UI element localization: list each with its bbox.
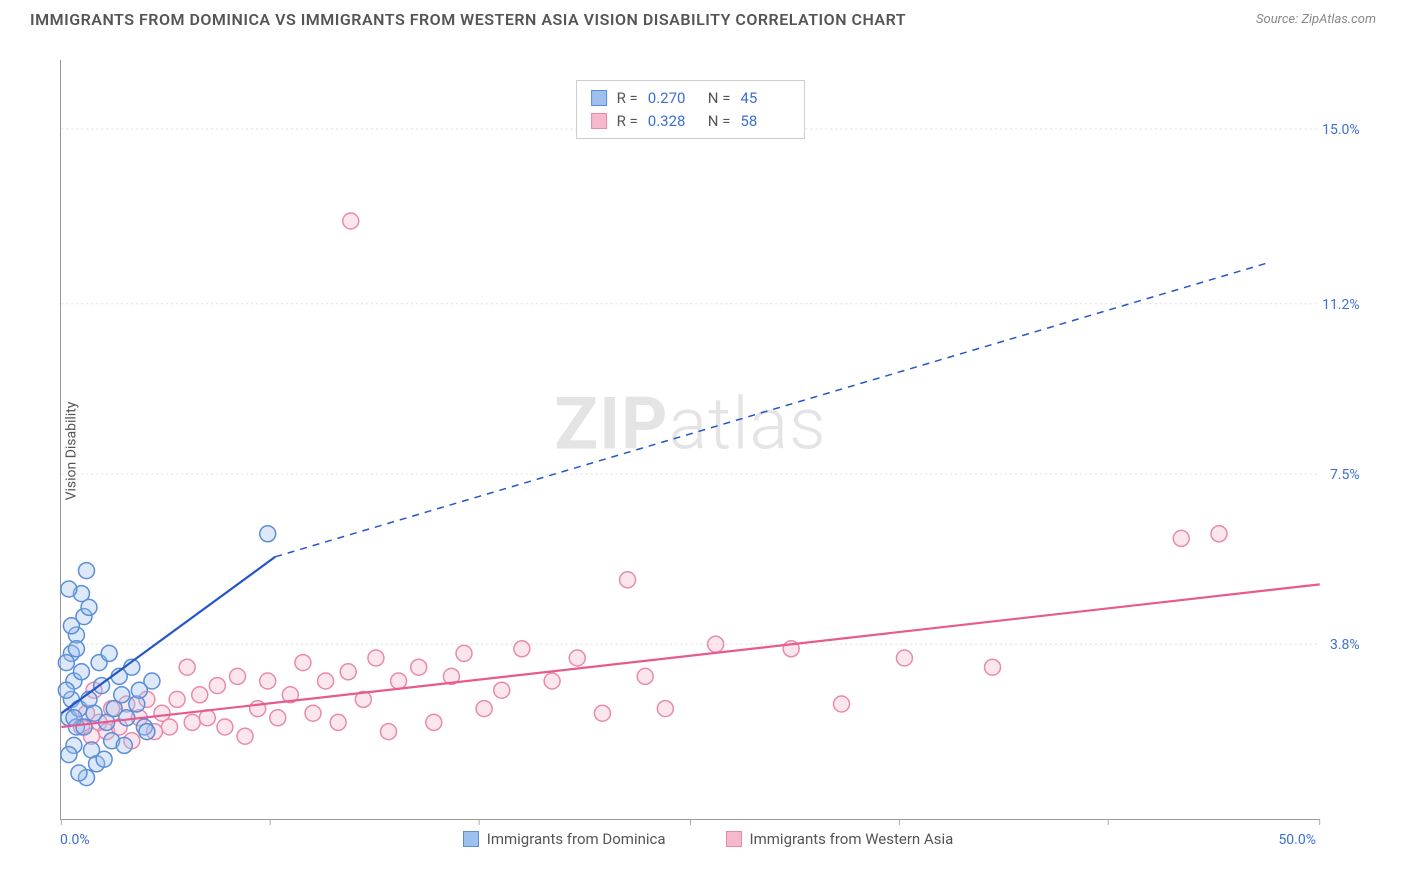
legend-label-blue: Immigrants from Dominica (487, 830, 666, 848)
legend-item-blue: Immigrants from Dominica (463, 830, 666, 848)
data-point (81, 599, 97, 615)
stats-row-blue: R = 0.270 N = 45 (591, 87, 791, 110)
plot-area: ZIPatlas R = 0.270 N = 45 R = 0.328 N = … (60, 60, 1320, 820)
data-point (169, 691, 185, 707)
data-point (343, 213, 359, 229)
legend-item-pink: Immigrants from Western Asia (726, 830, 954, 848)
data-point (230, 668, 246, 684)
data-point (61, 581, 77, 597)
chart-title: IMMIGRANTS FROM DOMINICA VS IMMIGRANTS F… (30, 10, 906, 29)
swatch-blue-icon (463, 831, 479, 847)
n-label: N = (708, 110, 731, 133)
data-point (114, 687, 130, 703)
data-point (139, 724, 155, 740)
y-tick-label: 15.0% (1322, 122, 1359, 138)
data-point (620, 572, 636, 588)
data-point (708, 636, 724, 652)
data-point (63, 618, 79, 634)
data-point (514, 641, 530, 657)
data-point (330, 714, 346, 730)
data-point (569, 650, 585, 666)
data-point (544, 673, 560, 689)
data-point (131, 682, 147, 698)
data-point (270, 710, 286, 726)
data-point (260, 673, 276, 689)
swatch-blue-icon (591, 90, 607, 106)
r-label: R = (617, 87, 638, 110)
data-point (71, 765, 87, 781)
data-point (411, 659, 427, 675)
data-point (116, 737, 132, 753)
data-point (391, 673, 407, 689)
data-point (119, 710, 135, 726)
source-attribution: Source: ZipAtlas.com (1256, 12, 1376, 27)
data-point (318, 673, 334, 689)
n-value-blue: 45 (740, 87, 790, 110)
data-point (73, 664, 89, 680)
data-point (217, 719, 233, 735)
data-point (101, 645, 117, 661)
source-label: Source: (1256, 12, 1298, 27)
data-point (184, 714, 200, 730)
data-point (295, 655, 311, 671)
data-point (179, 659, 195, 675)
data-point (250, 701, 266, 717)
data-point (209, 678, 225, 694)
data-point (657, 701, 673, 717)
bottom-legend: Immigrants from Dominica Immigrants from… (30, 830, 1386, 848)
source-link[interactable]: ZipAtlas.com (1301, 12, 1376, 27)
plot-svg: 3.8%7.5%11.2%15.0% (61, 60, 1320, 819)
data-point (494, 682, 510, 698)
data-point (58, 655, 74, 671)
data-point (96, 751, 112, 767)
data-point (896, 650, 912, 666)
r-value-pink: 0.328 (648, 110, 698, 133)
data-point (79, 563, 95, 579)
data-point (340, 664, 356, 680)
data-point (456, 645, 472, 661)
data-point (199, 710, 215, 726)
data-point (162, 719, 178, 735)
data-point (594, 705, 610, 721)
r-label: R = (617, 110, 638, 133)
stats-row-pink: R = 0.328 N = 58 (591, 110, 791, 133)
data-point (476, 701, 492, 717)
chart-container: Vision Disability ZIPatlas R = 0.270 N =… (30, 40, 1386, 862)
data-point (1211, 526, 1227, 542)
data-point (61, 747, 77, 763)
r-value-blue: 0.270 (648, 87, 698, 110)
trendline-blue-dashed (275, 262, 1269, 556)
swatch-pink-icon (726, 831, 742, 847)
data-point (426, 714, 442, 730)
trendline-pink (61, 584, 1319, 727)
data-point (1173, 530, 1189, 546)
data-point (68, 641, 84, 657)
data-point (368, 650, 384, 666)
swatch-pink-icon (591, 113, 607, 129)
data-point (192, 687, 208, 703)
stats-legend-box: R = 0.270 N = 45 R = 0.328 N = 58 (576, 80, 806, 139)
trendline-blue-solid (61, 557, 275, 713)
data-point (260, 526, 276, 542)
y-tick-label: 11.2% (1322, 297, 1359, 313)
data-point (985, 659, 1001, 675)
data-point (637, 668, 653, 684)
y-tick-label: 3.8% (1330, 637, 1360, 653)
data-point (305, 705, 321, 721)
data-point (237, 728, 253, 744)
data-point (58, 682, 74, 698)
data-point (381, 724, 397, 740)
n-value-pink: 58 (740, 110, 790, 133)
data-point (76, 719, 92, 735)
legend-label-pink: Immigrants from Western Asia (750, 830, 954, 848)
y-tick-label: 7.5% (1330, 467, 1360, 483)
n-label: N = (708, 87, 731, 110)
data-point (834, 696, 850, 712)
